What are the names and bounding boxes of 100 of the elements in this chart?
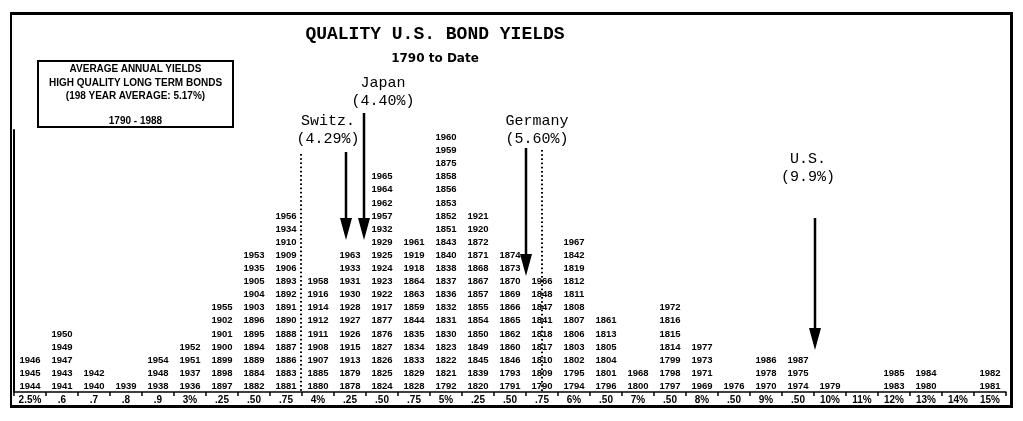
- data-label: 1976: [723, 379, 745, 391]
- data-label: 1869: [499, 288, 521, 300]
- data-label: 1975: [787, 366, 810, 378]
- data-label: 1847: [531, 301, 553, 313]
- data-label: 1828: [403, 379, 425, 391]
- data-label: 1859: [403, 301, 425, 313]
- data-label: 1846: [499, 353, 521, 365]
- x-tick-label: .50: [727, 393, 742, 405]
- annotation: U.S. (9.9%): [780, 151, 836, 187]
- data-label: 1873: [499, 262, 521, 274]
- data-label: 1980: [915, 379, 937, 391]
- data-label: 1852: [435, 209, 457, 221]
- data-label: 1856: [435, 183, 457, 195]
- data-label: 1924: [371, 262, 394, 274]
- data-label: 1861: [595, 314, 618, 326]
- data-label: 1905: [243, 275, 266, 287]
- data-label: 1881: [275, 379, 298, 391]
- data-label: 1935: [243, 262, 266, 274]
- data-label: 1868: [467, 262, 489, 274]
- data-label: 1914: [307, 301, 330, 313]
- data-label: 1960: [435, 131, 457, 143]
- data-label: 1811: [563, 288, 586, 300]
- data-label: 1880: [307, 379, 329, 391]
- data-label: 1838: [435, 262, 457, 274]
- data-label: 1885: [307, 366, 330, 378]
- data-label: 1963: [339, 248, 361, 260]
- x-tick-label: .6: [57, 393, 67, 405]
- data-label: 1896: [243, 314, 265, 326]
- data-label: 1890: [275, 314, 297, 326]
- data-label: 1909: [275, 248, 297, 260]
- x-tick-label: 12%: [883, 393, 905, 405]
- data-label: 1934: [275, 222, 298, 234]
- data-label: 1835: [403, 327, 426, 339]
- data-label: 1947: [51, 353, 73, 365]
- data-label: 1943: [51, 366, 73, 378]
- data-label: 1800: [627, 379, 649, 391]
- x-tick-label: 8%: [694, 393, 710, 405]
- data-label: 1922: [371, 288, 393, 300]
- data-label: 1822: [435, 353, 457, 365]
- data-label: 1908: [307, 340, 329, 352]
- data-label: 1955: [211, 301, 234, 313]
- data-label: 1837: [435, 275, 457, 287]
- data-label: 1961: [403, 235, 426, 247]
- data-label: 1895: [243, 327, 266, 339]
- x-tick-label: 4%: [310, 393, 326, 405]
- data-label: 1913: [339, 353, 361, 365]
- x-tick-label: 15%: [979, 393, 1001, 405]
- data-label: 1849: [467, 340, 489, 352]
- data-label: 1816: [659, 314, 681, 326]
- x-tick-label: .9: [153, 393, 163, 405]
- data-label: 1923: [371, 275, 393, 287]
- data-label: 1874: [499, 248, 522, 260]
- data-label: 1801: [595, 366, 618, 378]
- x-tick-label: .50: [375, 393, 390, 405]
- data-label: 1799: [659, 353, 681, 365]
- data-label: 1844: [403, 314, 426, 326]
- x-tick-label: .50: [247, 393, 262, 405]
- data-label: 1903: [243, 301, 265, 313]
- data-label: 1948: [147, 366, 169, 378]
- data-label: 1962: [371, 196, 393, 208]
- x-tick-label: 6%: [566, 393, 582, 405]
- data-label: 1900: [211, 340, 233, 352]
- x-tick-label: .50: [599, 393, 614, 405]
- data-label: 1824: [371, 379, 394, 391]
- data-label: 1870: [499, 275, 521, 287]
- x-tick-label: .50: [663, 393, 678, 405]
- data-label: 1965: [371, 170, 394, 182]
- data-label: 1897: [211, 379, 233, 391]
- data-label: 1848: [531, 288, 553, 300]
- data-label: 1938: [147, 379, 169, 391]
- data-label: 1928: [339, 301, 361, 313]
- data-label: 1807: [563, 314, 585, 326]
- data-label: 1927: [339, 314, 361, 326]
- data-label: 1953: [243, 248, 265, 260]
- data-label: 1883: [275, 366, 297, 378]
- data-label: 1898: [211, 366, 233, 378]
- text-box: AVERAGE ANNUAL YIELDS HIGH QUALITY LONG TERM BONDS (198 YEAR AVERAGE: 5.17%) 1790 - 1988: [37, 60, 234, 128]
- data-label: 1925: [371, 248, 394, 260]
- data-label: 1823: [435, 340, 457, 352]
- data-label: 1834: [403, 340, 426, 352]
- data-label: 1864: [403, 275, 426, 287]
- data-label: 1857: [467, 288, 489, 300]
- data-label: 1875: [435, 157, 458, 169]
- data-label: 1829: [403, 366, 425, 378]
- annotation: Germany (5.60%): [504, 113, 570, 149]
- data-label: 1977: [691, 340, 713, 352]
- data-label: 1930: [339, 288, 361, 300]
- data-label: 1818: [531, 327, 553, 339]
- data-label: 1956: [275, 209, 297, 221]
- data-label: 1858: [435, 170, 457, 182]
- data-label: 1843: [435, 235, 457, 247]
- data-label: 1836: [435, 288, 457, 300]
- x-tick-label: 7%: [630, 393, 646, 405]
- data-label: 1804: [595, 353, 618, 365]
- data-label: 1931: [339, 275, 362, 287]
- data-label: 1949: [51, 340, 73, 352]
- data-label: 1936: [179, 379, 201, 391]
- data-label: 1892: [275, 288, 297, 300]
- data-label: 1832: [435, 301, 457, 313]
- data-label: 1970: [755, 379, 777, 391]
